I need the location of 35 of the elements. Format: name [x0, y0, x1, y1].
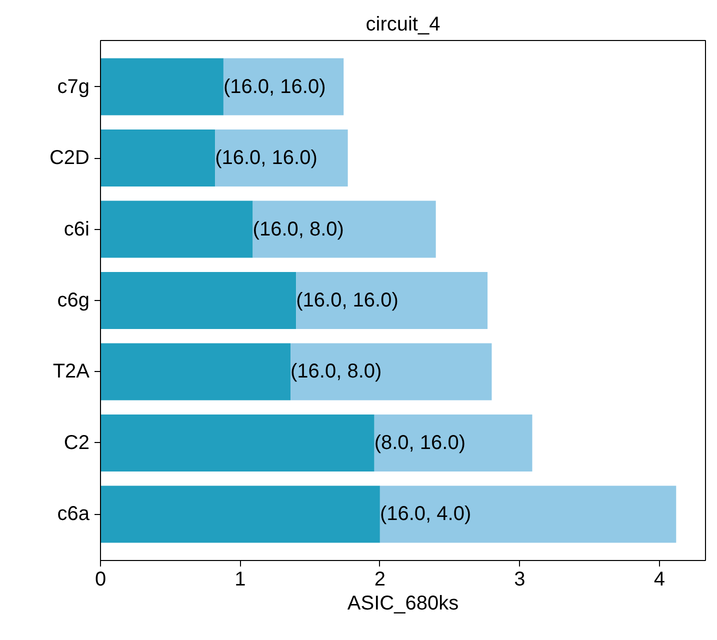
data-label: (16.0, 4.0) [380, 503, 472, 526]
y-tick-label: c6g [57, 290, 90, 312]
x-tick-label: 3 [514, 568, 526, 590]
y-tick-label: T2A [52, 360, 90, 383]
bar [215, 130, 348, 187]
bar [100, 486, 380, 543]
y-tick-label: C2 [64, 432, 90, 454]
bar [100, 272, 296, 329]
x-tick-label: 2 [374, 568, 386, 590]
bar [100, 58, 224, 116]
x-tick-label: 0 [94, 568, 106, 590]
y-tick-label: C2D [49, 147, 90, 170]
y-tick-label: c6a [57, 503, 90, 526]
x-axis-title: ASIC_680ks [347, 592, 459, 614]
data-label: (16.0, 16.0) [215, 147, 318, 170]
bar [380, 486, 676, 543]
data-label: (8.0, 16.0) [374, 432, 466, 454]
y-tick-label: c6i [64, 218, 90, 240]
bar [296, 272, 488, 329]
bar [252, 200, 436, 258]
chart-title: circuit_4 [366, 14, 440, 36]
bar [100, 200, 253, 258]
bar [100, 343, 291, 400]
data-label: (16.0, 8.0) [252, 218, 344, 240]
bar [100, 130, 216, 187]
y-tick-label: c7g [57, 76, 90, 98]
bar [290, 343, 492, 400]
bar [100, 414, 374, 472]
data-label: (16.0, 16.0) [223, 76, 326, 98]
bar [374, 414, 532, 472]
data-label: (16.0, 16.0) [296, 290, 398, 312]
x-tick-label: 1 [234, 568, 246, 590]
x-tick-label: 4 [654, 568, 665, 590]
bar [223, 58, 344, 116]
data-label: (16.0, 8.0) [290, 360, 382, 383]
